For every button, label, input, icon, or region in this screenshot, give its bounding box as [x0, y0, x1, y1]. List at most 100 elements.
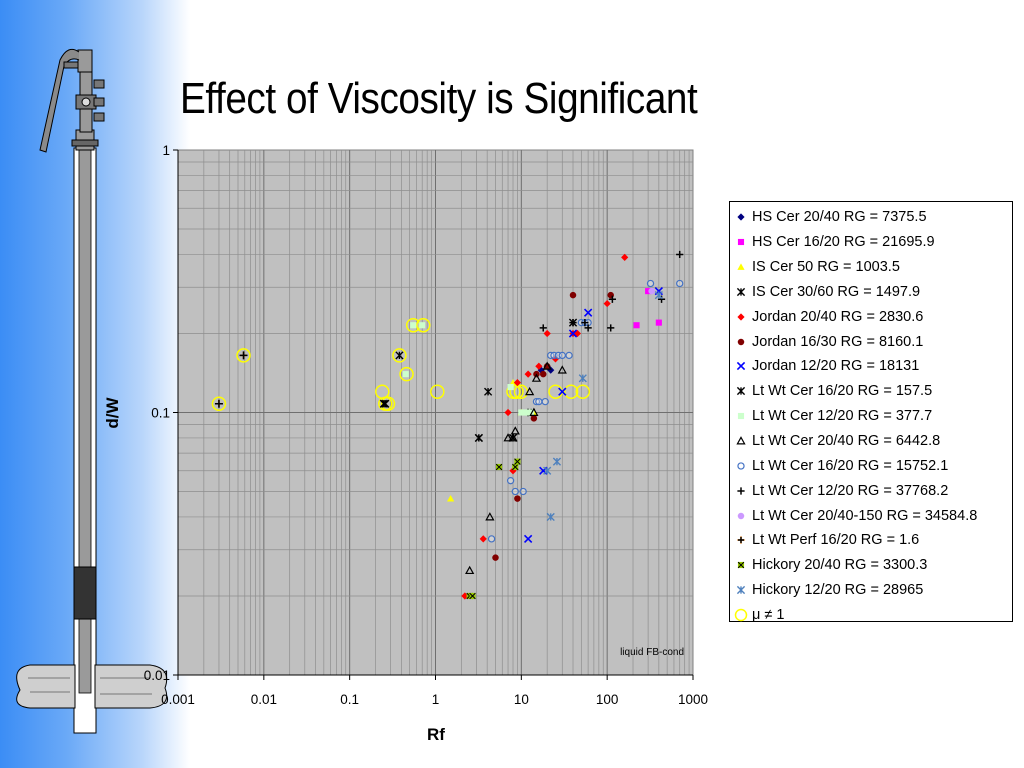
- legend-item: Jordan 20/40 RG = 2830.6: [730, 304, 1012, 329]
- legend-marker-icon: [730, 558, 752, 572]
- data-point: [419, 322, 426, 329]
- data-point: [395, 351, 404, 360]
- data-point: [537, 366, 545, 374]
- data-point: [512, 463, 519, 471]
- data-point: [518, 409, 525, 416]
- x-tick-label: 1000: [678, 692, 708, 707]
- legend-item: HS Cer 16/20 RG = 21695.9: [730, 230, 1012, 255]
- data-point: [547, 366, 555, 374]
- legend-label: IS Cer 50 RG = 1003.5: [752, 259, 900, 276]
- x-axis-label: Rf: [427, 725, 445, 744]
- data-point: [558, 387, 567, 396]
- x-tick-labels: 0.001 0.01 0.1 1 10 100 1000: [161, 692, 708, 707]
- data-point: [540, 370, 547, 378]
- legend-marker-icon: [730, 359, 752, 373]
- data-point: [573, 329, 582, 338]
- legend-marker-icon: [730, 533, 752, 547]
- data-point: [510, 426, 520, 435]
- data-point: [583, 308, 593, 317]
- legend-label: Lt Wt Cer 20/40 RG = 6442.8: [752, 433, 941, 450]
- data-point: [381, 399, 390, 408]
- legend-marker-icon: [730, 285, 752, 299]
- legend-item: Lt Wt Cer 16/20 RG = 157.5: [730, 379, 1012, 404]
- data-point: [525, 386, 535, 396]
- x-tick-label: 1: [432, 692, 440, 707]
- data-point: [521, 409, 528, 416]
- legend-label: Jordan 12/20 RG = 18131: [752, 358, 920, 375]
- data-point: [528, 409, 535, 416]
- y-tick-label: 1: [162, 143, 170, 158]
- x-tick-label: 0.01: [251, 692, 277, 707]
- data-point: [584, 324, 592, 332]
- data-point: [507, 384, 514, 391]
- data-point-cross: [214, 399, 223, 408]
- data-point: [633, 322, 640, 329]
- legend-marker-icon: [730, 384, 752, 398]
- data-point: [513, 378, 522, 387]
- data-point: [211, 396, 227, 411]
- legend-marker-icon: [730, 434, 752, 448]
- legend-label: IS Cer 30/60 RG = 1497.9: [752, 283, 921, 300]
- data-point: [380, 396, 396, 411]
- data-point: [531, 373, 542, 382]
- data-point: [655, 319, 662, 326]
- legend-item: IS Cer 30/60 RG = 1497.9: [730, 280, 1012, 305]
- data-point: [416, 317, 431, 333]
- legend-item: Jordan 12/20 RG = 18131: [730, 354, 1012, 379]
- gridlines: [177, 150, 693, 676]
- data-point: [565, 351, 573, 360]
- legend-marker-icon: [730, 235, 752, 249]
- data-point: [558, 351, 566, 360]
- data-point: [607, 324, 615, 332]
- data-point: [509, 378, 517, 386]
- legend-label: Lt Wt Cer 16/20 RG = 157.5: [752, 383, 933, 400]
- data-point: [676, 279, 684, 288]
- data-point: [543, 329, 551, 338]
- data-point: [557, 365, 567, 374]
- x-tick-label: 0.1: [340, 692, 359, 707]
- data-point: [492, 554, 499, 561]
- data-point: [608, 295, 616, 303]
- data-point: [430, 384, 445, 399]
- y-tick-label: 0.01: [144, 668, 170, 683]
- legend-marker-icon: [730, 608, 752, 622]
- data-point: [648, 287, 655, 295]
- y-tick-labels: 0.01 0.1 1: [144, 143, 170, 683]
- legend-item: Lt Wt Cer 12/20 RG = 37768.2: [730, 478, 1012, 503]
- legend-marker-icon: [730, 260, 752, 274]
- y-axis-label: d/W: [103, 396, 122, 428]
- data-point: [552, 457, 562, 466]
- legend-label: Jordan 20/40 RG = 2830.6: [752, 308, 924, 325]
- data-point: [474, 433, 483, 443]
- data-point: [541, 397, 549, 406]
- legend-label: μ ≠ 1: [752, 606, 785, 623]
- data-point: [581, 319, 589, 327]
- data-point: [676, 250, 684, 259]
- data-point: [487, 535, 496, 543]
- data-point: [509, 467, 517, 475]
- axes: [173, 149, 694, 680]
- data-point: [402, 371, 409, 378]
- legend-label: Hickory 12/20 RG = 28965: [752, 582, 924, 599]
- data-point: [654, 291, 663, 300]
- legend-marker-icon: [730, 210, 752, 224]
- legend-label: Jordan 16/30 RG = 8160.1: [752, 333, 924, 350]
- data-point: [503, 433, 513, 442]
- legend-item: μ ≠ 1: [730, 603, 1012, 628]
- wellbore-illustration-icon: [16, 48, 168, 734]
- legend-item: Lt Wt Cer 12/20 RG = 377.7: [730, 404, 1012, 429]
- data-point-cross: [239, 351, 248, 360]
- data-points: [211, 250, 684, 600]
- data-point: [569, 291, 577, 299]
- data-point: [529, 407, 539, 416]
- legend-label: HS Cer 20/40 RG = 7375.5: [752, 209, 927, 226]
- legend-item: IS Cer 50 RG = 1003.5: [730, 255, 1012, 280]
- data-point: [524, 370, 532, 378]
- legend-marker-icon: [730, 583, 752, 597]
- data-point: [410, 322, 417, 329]
- legend-item: Hickory 20/40 RG = 3300.3: [730, 553, 1012, 578]
- y-tick-label: 0.1: [151, 406, 170, 421]
- data-point: [532, 397, 541, 406]
- legend-label: Lt Wt Cer 20/40-150 RG = 34584.8: [752, 507, 978, 524]
